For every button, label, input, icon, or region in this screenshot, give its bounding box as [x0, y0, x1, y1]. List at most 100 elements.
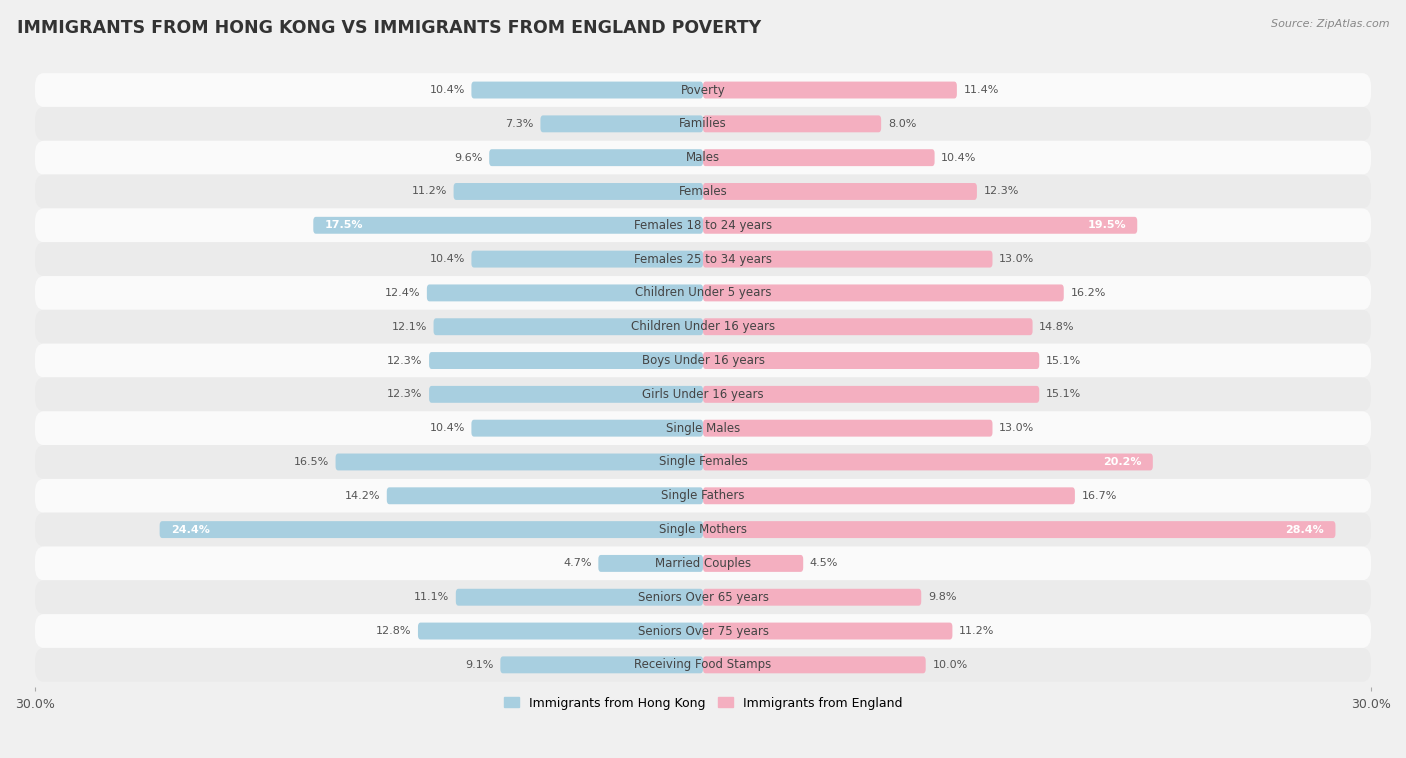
Text: Source: ZipAtlas.com: Source: ZipAtlas.com: [1271, 19, 1389, 29]
FancyBboxPatch shape: [35, 648, 1371, 681]
FancyBboxPatch shape: [35, 174, 1371, 208]
FancyBboxPatch shape: [160, 522, 703, 538]
FancyBboxPatch shape: [314, 217, 703, 233]
FancyBboxPatch shape: [35, 377, 1371, 412]
Text: 9.6%: 9.6%: [454, 152, 482, 163]
FancyBboxPatch shape: [489, 149, 703, 166]
Text: IMMIGRANTS FROM HONG KONG VS IMMIGRANTS FROM ENGLAND POVERTY: IMMIGRANTS FROM HONG KONG VS IMMIGRANTS …: [17, 19, 761, 37]
Text: 12.3%: 12.3%: [984, 186, 1019, 196]
Text: Single Males: Single Males: [666, 421, 740, 434]
FancyBboxPatch shape: [35, 614, 1371, 648]
FancyBboxPatch shape: [703, 622, 952, 640]
Text: Receiving Food Stamps: Receiving Food Stamps: [634, 659, 772, 672]
FancyBboxPatch shape: [35, 208, 1371, 243]
FancyBboxPatch shape: [703, 589, 921, 606]
FancyBboxPatch shape: [471, 420, 703, 437]
Text: 4.5%: 4.5%: [810, 559, 838, 568]
Text: 8.0%: 8.0%: [887, 119, 917, 129]
FancyBboxPatch shape: [703, 386, 1039, 402]
FancyBboxPatch shape: [703, 656, 925, 673]
FancyBboxPatch shape: [703, 352, 1039, 369]
FancyBboxPatch shape: [35, 581, 1371, 614]
Text: Males: Males: [686, 151, 720, 164]
FancyBboxPatch shape: [703, 318, 1032, 335]
Text: 16.5%: 16.5%: [294, 457, 329, 467]
Text: 10.4%: 10.4%: [429, 85, 465, 95]
FancyBboxPatch shape: [540, 115, 703, 133]
Text: 10.0%: 10.0%: [932, 660, 967, 670]
Text: Poverty: Poverty: [681, 83, 725, 96]
FancyBboxPatch shape: [703, 149, 935, 166]
Text: 13.0%: 13.0%: [1000, 254, 1035, 264]
FancyBboxPatch shape: [387, 487, 703, 504]
Legend: Immigrants from Hong Kong, Immigrants from England: Immigrants from Hong Kong, Immigrants fr…: [499, 691, 907, 715]
Text: Females 18 to 24 years: Females 18 to 24 years: [634, 219, 772, 232]
Text: Single Mothers: Single Mothers: [659, 523, 747, 536]
Text: 11.4%: 11.4%: [963, 85, 998, 95]
FancyBboxPatch shape: [599, 555, 703, 572]
FancyBboxPatch shape: [35, 276, 1371, 310]
FancyBboxPatch shape: [35, 412, 1371, 445]
Text: 10.4%: 10.4%: [429, 423, 465, 433]
FancyBboxPatch shape: [703, 217, 1137, 233]
Text: 28.4%: 28.4%: [1285, 525, 1324, 534]
Text: 13.0%: 13.0%: [1000, 423, 1035, 433]
FancyBboxPatch shape: [418, 622, 703, 640]
FancyBboxPatch shape: [35, 107, 1371, 141]
Text: 12.8%: 12.8%: [375, 626, 412, 636]
FancyBboxPatch shape: [35, 141, 1371, 174]
FancyBboxPatch shape: [703, 522, 1336, 538]
FancyBboxPatch shape: [429, 386, 703, 402]
FancyBboxPatch shape: [35, 310, 1371, 343]
Text: 12.4%: 12.4%: [385, 288, 420, 298]
Text: 12.3%: 12.3%: [387, 390, 422, 399]
FancyBboxPatch shape: [703, 251, 993, 268]
FancyBboxPatch shape: [703, 82, 957, 99]
FancyBboxPatch shape: [456, 589, 703, 606]
Text: Children Under 5 years: Children Under 5 years: [634, 287, 772, 299]
Text: Families: Families: [679, 117, 727, 130]
FancyBboxPatch shape: [35, 243, 1371, 276]
Text: Children Under 16 years: Children Under 16 years: [631, 320, 775, 334]
Text: 12.3%: 12.3%: [387, 356, 422, 365]
Text: Girls Under 16 years: Girls Under 16 years: [643, 388, 763, 401]
Text: 19.5%: 19.5%: [1087, 221, 1126, 230]
Text: Single Females: Single Females: [658, 456, 748, 468]
FancyBboxPatch shape: [703, 183, 977, 200]
Text: 24.4%: 24.4%: [170, 525, 209, 534]
FancyBboxPatch shape: [427, 284, 703, 302]
Text: 11.1%: 11.1%: [413, 592, 449, 602]
FancyBboxPatch shape: [35, 73, 1371, 107]
FancyBboxPatch shape: [35, 445, 1371, 479]
Text: 14.2%: 14.2%: [344, 490, 380, 501]
Text: Females 25 to 34 years: Females 25 to 34 years: [634, 252, 772, 265]
Text: 9.8%: 9.8%: [928, 592, 956, 602]
Text: 10.4%: 10.4%: [429, 254, 465, 264]
FancyBboxPatch shape: [454, 183, 703, 200]
FancyBboxPatch shape: [35, 512, 1371, 547]
FancyBboxPatch shape: [35, 479, 1371, 512]
FancyBboxPatch shape: [703, 453, 1153, 471]
FancyBboxPatch shape: [471, 251, 703, 268]
FancyBboxPatch shape: [336, 453, 703, 471]
Text: 14.8%: 14.8%: [1039, 321, 1074, 332]
Text: 11.2%: 11.2%: [412, 186, 447, 196]
Text: Single Fathers: Single Fathers: [661, 489, 745, 503]
Text: 11.2%: 11.2%: [959, 626, 994, 636]
Text: 15.1%: 15.1%: [1046, 356, 1081, 365]
FancyBboxPatch shape: [703, 555, 803, 572]
Text: Seniors Over 75 years: Seniors Over 75 years: [637, 625, 769, 637]
Text: 17.5%: 17.5%: [325, 221, 363, 230]
FancyBboxPatch shape: [35, 547, 1371, 581]
FancyBboxPatch shape: [703, 420, 993, 437]
FancyBboxPatch shape: [703, 284, 1064, 302]
FancyBboxPatch shape: [429, 352, 703, 369]
Text: 12.1%: 12.1%: [391, 321, 427, 332]
Text: 15.1%: 15.1%: [1046, 390, 1081, 399]
Text: Married Couples: Married Couples: [655, 557, 751, 570]
Text: 10.4%: 10.4%: [941, 152, 977, 163]
Text: 9.1%: 9.1%: [465, 660, 494, 670]
FancyBboxPatch shape: [501, 656, 703, 673]
Text: Seniors Over 65 years: Seniors Over 65 years: [637, 590, 769, 603]
Text: Females: Females: [679, 185, 727, 198]
